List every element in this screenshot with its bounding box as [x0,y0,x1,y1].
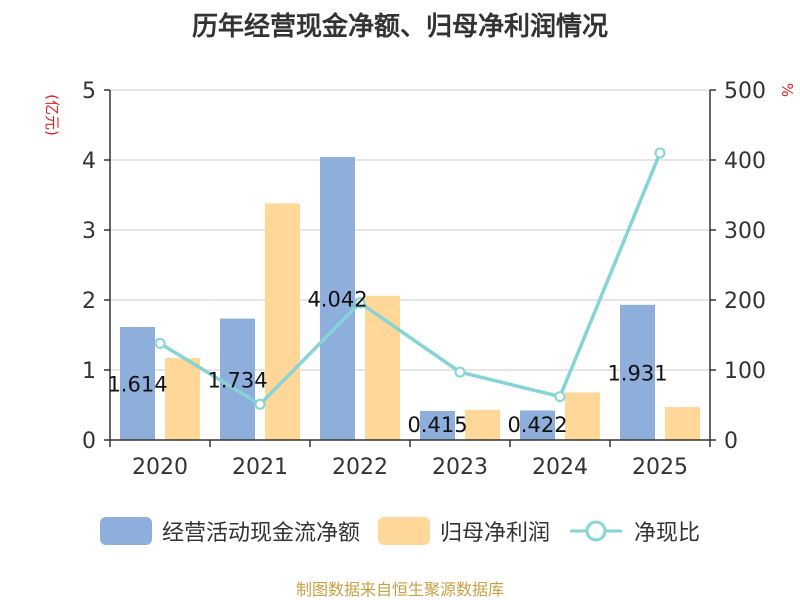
data-label-operating-cash: 0.415 [407,413,467,437]
legend-swatch-bar-orange [377,517,430,545]
data-label-operating-cash: 0.422 [507,413,567,437]
bar-operating-cash [120,327,155,440]
point-cash-ratio [654,147,666,159]
x-tick-label: 2023 [432,455,488,480]
x-tick-label: 2021 [232,455,288,480]
legend-label: 经营活动现金流净额 [161,521,360,546]
bar-operating-cash [320,157,355,440]
grid-lines [110,89,710,371]
data-label-operating-cash: 4.042 [307,288,367,312]
point-cash-ratio [554,391,566,403]
axes: 0 1 2 3 4 5 0 100 200 300 400 500 2020 2021 2022 2023 20… [82,79,766,480]
bar-operating-cash [520,410,555,440]
bar-net-profit [665,407,700,440]
y-right-tick-label: 300 [724,219,766,244]
line-layer [154,147,666,410]
legend-item-operating-cash[interactable]: 经营活动现金流净额 [99,515,360,547]
legend-label: 净现比 [634,521,701,546]
legend-swatch-bar-blue [99,517,152,545]
point-cash-ratio [154,337,166,349]
bar-net-profit [565,392,600,440]
bar-operating-cash [220,318,255,440]
y-right-tick-label: 0 [724,429,738,454]
chart-title: 历年经营现金净额、归母净利润情况 [191,12,608,42]
data-label-operating-cash: 1.931 [607,361,667,385]
y-left-tick-label: 4 [82,149,96,174]
y-left-tick-label: 1 [82,359,96,384]
bar-net-profit [165,358,200,440]
bar-operating-cash [420,410,455,440]
bar-net-profit [265,203,300,440]
point-cash-ratio [354,297,366,309]
x-tick-label: 2022 [332,455,388,480]
x-tick-label: 2025 [632,455,688,480]
y-left-tick-label: 2 [82,289,96,314]
y-axis-right-label: % [778,83,796,97]
y-left-tick-label: 3 [82,219,96,244]
x-tick-label: 2024 [532,455,588,480]
point-cash-ratio [454,366,466,378]
y-right-tick-label: 500 [724,79,766,104]
x-tick-label: 2020 [132,455,188,480]
source-note: 制图数据来自恒生聚源数据库 [295,580,504,599]
legend-item-net-profit[interactable]: 归母净利润 [377,515,550,547]
data-label-operating-cash: 1.614 [107,373,167,397]
y-right-tick-label: 100 [724,359,766,384]
data-labels: 1.614 1.734 4.042 0.415 0.422 1.931 [107,288,667,437]
legend-line-circle-icon [570,520,622,542]
y-left-tick-label: 0 [82,429,96,454]
bars-layer [120,157,700,440]
bar-net-profit [465,409,500,440]
data-label-operating-cash: 1.734 [207,368,267,392]
y-left-tick-label: 5 [82,79,96,104]
y-right-tick-label: 200 [724,289,766,314]
line-cash-ratio [159,152,662,407]
point-cash-ratio [254,398,266,410]
legend-item-cash-ratio[interactable]: 净现比 [568,515,700,547]
legend-label: 归母净利润 [439,521,550,546]
legend: 经营活动现金流净额 归母净利润 净现比 [0,515,800,547]
y-right-tick-label: 400 [724,149,766,174]
bar-operating-cash [620,304,655,440]
y-axis-left-label: (亿元) [43,94,61,136]
